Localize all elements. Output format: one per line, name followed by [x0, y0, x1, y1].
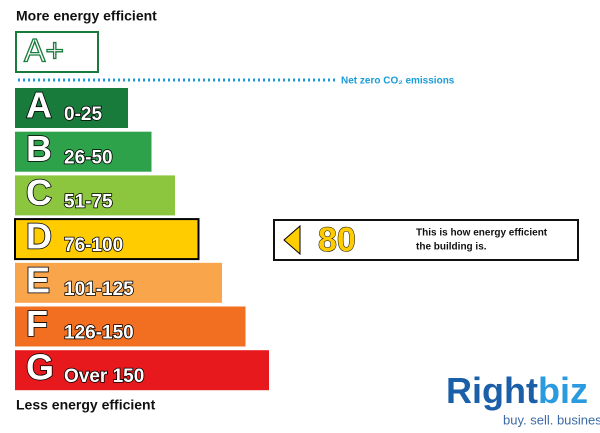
band-range: Over 150	[64, 366, 144, 387]
band-bar	[15, 262, 222, 303]
top-label: More energy efficient	[16, 8, 157, 24]
band-bar	[14, 218, 200, 261]
band-range: 101-125	[64, 279, 134, 300]
a-plus-text: A+	[24, 32, 64, 68]
band-range: 126-150	[64, 323, 134, 344]
rating-arrow	[283, 224, 301, 256]
a-plus-box	[15, 31, 99, 73]
band-letter: B	[26, 128, 52, 169]
band-bar	[15, 88, 128, 128]
logo-right: biz	[538, 370, 588, 411]
band-bar	[15, 175, 175, 216]
rating-value: 80	[318, 221, 356, 259]
rating-text: the building is.	[416, 242, 487, 253]
logo: Rightbiz	[446, 370, 588, 411]
bottom-label: Less energy efficient	[16, 397, 156, 413]
band-letter: F	[26, 303, 48, 344]
rating-box	[273, 219, 579, 261]
band-letter: G	[26, 347, 54, 388]
band-bar	[15, 131, 152, 172]
net-zero-label: Net zero CO₂ emissions	[341, 76, 455, 87]
band-range: 0-25	[64, 104, 102, 125]
band-letter: E	[26, 259, 50, 300]
rating-text: This is how energy efficient	[416, 228, 548, 239]
band-letter: C	[26, 172, 52, 213]
band-range: 76-100	[64, 235, 123, 256]
band-bar	[15, 350, 269, 391]
band-letter: D	[26, 216, 52, 257]
logo-left: Right	[446, 370, 538, 411]
logo-tagline: buy. sell. business	[503, 412, 600, 427]
band-letter: A	[26, 85, 52, 126]
band-range: 26-50	[64, 148, 113, 169]
band-bar	[15, 306, 246, 347]
band-range: 51-75	[64, 191, 113, 212]
bands: A 0-25 B 26-50 C 51-75 D 76-100 E 101-125 F 126-150…	[14, 84, 269, 391]
